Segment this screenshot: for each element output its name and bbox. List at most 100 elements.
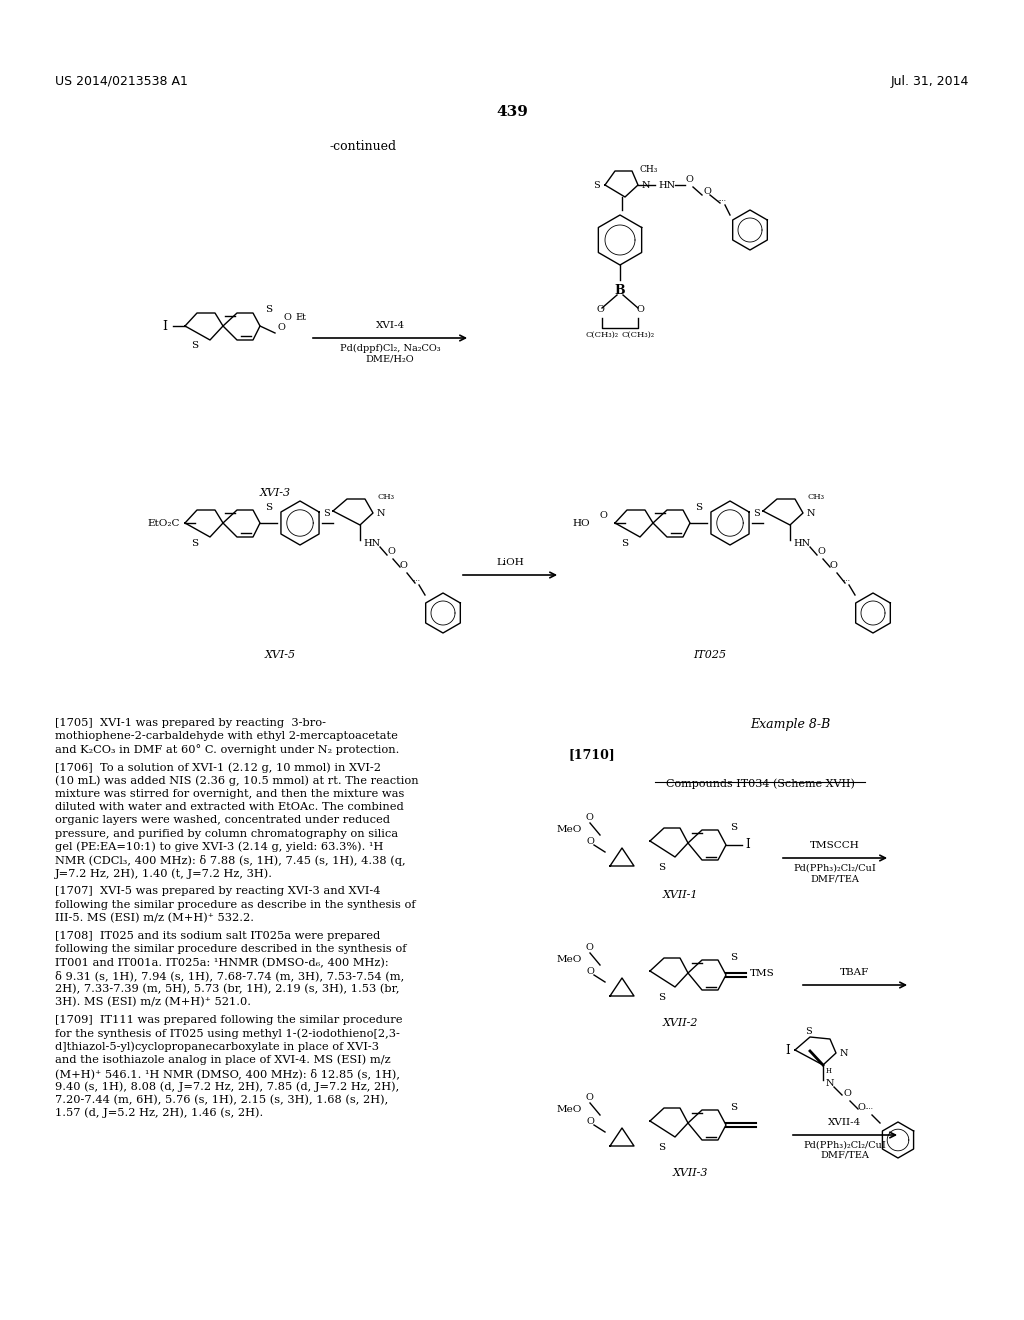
Text: N: N xyxy=(826,1078,835,1088)
Text: HO: HO xyxy=(572,519,590,528)
Text: O: O xyxy=(599,511,607,520)
Text: O: O xyxy=(686,176,694,185)
Text: O: O xyxy=(830,561,838,569)
Text: following the similar procedure as describe in the synthesis of: following the similar procedure as descr… xyxy=(55,900,416,909)
Text: CH₃: CH₃ xyxy=(640,165,658,173)
Text: XVII-4: XVII-4 xyxy=(828,1118,861,1127)
Text: (M+H)⁺ 546.1. ¹H NMR (DMSO, 400 MHz): δ 12.85 (s, 1H),: (M+H)⁺ 546.1. ¹H NMR (DMSO, 400 MHz): δ … xyxy=(55,1068,400,1078)
Text: XVII-3: XVII-3 xyxy=(672,1168,708,1177)
Text: O: O xyxy=(596,305,604,314)
Text: O: O xyxy=(387,546,395,556)
Text: TBAF: TBAF xyxy=(841,968,869,977)
Text: III-5. MS (ESI) m/z (M+H)⁺ 532.2.: III-5. MS (ESI) m/z (M+H)⁺ 532.2. xyxy=(55,913,254,923)
Text: [1710]: [1710] xyxy=(568,748,614,762)
Text: Pd(PPh₃)₂Cl₂/CuI: Pd(PPh₃)₂Cl₂/CuI xyxy=(794,865,877,873)
Text: S: S xyxy=(191,539,199,548)
Text: O: O xyxy=(585,1093,593,1102)
Text: O: O xyxy=(585,944,593,953)
Text: O: O xyxy=(586,1118,594,1126)
Text: Pd(dppf)Cl₂, Na₂CO₃: Pd(dppf)Cl₂, Na₂CO₃ xyxy=(340,345,440,354)
Text: XVI-4: XVI-4 xyxy=(376,321,404,330)
Text: TMS: TMS xyxy=(750,969,775,978)
Text: O: O xyxy=(844,1089,852,1097)
Text: ....: .... xyxy=(864,1104,873,1111)
Text: S: S xyxy=(593,181,600,190)
Text: O: O xyxy=(586,837,594,846)
Text: organic layers were washed, concentrated under reduced: organic layers were washed, concentrated… xyxy=(55,816,390,825)
Text: [1706]  To a solution of XVI-1 (2.12 g, 10 mmol) in XVI-2: [1706] To a solution of XVI-1 (2.12 g, 1… xyxy=(55,763,381,774)
Text: DMF/TEA: DMF/TEA xyxy=(811,874,859,883)
Text: -continued: -continued xyxy=(330,140,397,153)
Text: O: O xyxy=(400,561,408,569)
Text: DMF/TEA: DMF/TEA xyxy=(820,1151,869,1160)
Text: N: N xyxy=(807,508,815,517)
Text: S: S xyxy=(658,993,666,1002)
Text: ....: .... xyxy=(717,195,726,203)
Text: S: S xyxy=(730,953,737,961)
Text: Compounds IT034 (Scheme XVII): Compounds IT034 (Scheme XVII) xyxy=(666,777,854,788)
Text: S: S xyxy=(730,1102,737,1111)
Text: [1705]  XVI-1 was prepared by reacting  3-bro-: [1705] XVI-1 was prepared by reacting 3-… xyxy=(55,718,326,729)
Text: mixture was stirred for overnight, and then the mixture was: mixture was stirred for overnight, and t… xyxy=(55,789,404,799)
Text: [1709]  IT111 was prepared following the similar procedure: [1709] IT111 was prepared following the … xyxy=(55,1015,402,1026)
Text: (10 mL) was added NIS (2.36 g, 10.5 mmol) at rt. The reaction: (10 mL) was added NIS (2.36 g, 10.5 mmol… xyxy=(55,776,419,787)
Text: S: S xyxy=(658,1143,666,1151)
Text: diluted with water and extracted with EtOAc. The combined: diluted with water and extracted with Et… xyxy=(55,803,403,812)
Text: S: S xyxy=(754,508,760,517)
Text: O: O xyxy=(586,968,594,977)
Text: MeO: MeO xyxy=(557,956,582,965)
Text: N: N xyxy=(377,508,385,517)
Text: S: S xyxy=(805,1027,811,1036)
Text: S: S xyxy=(265,305,272,314)
Text: Jul. 31, 2014: Jul. 31, 2014 xyxy=(891,75,969,88)
Text: C(CH₃)₂: C(CH₃)₂ xyxy=(622,331,654,339)
Text: TMSCCH: TMSCCH xyxy=(810,841,860,850)
Text: S: S xyxy=(658,862,666,871)
Text: for the synthesis of IT025 using methyl 1-(2-iodothieno[2,3-: for the synthesis of IT025 using methyl … xyxy=(55,1028,400,1039)
Text: and the isothiazole analog in place of XVI-4. MS (ESI) m/z: and the isothiazole analog in place of X… xyxy=(55,1055,390,1065)
Text: IT025: IT025 xyxy=(693,649,727,660)
Text: δ 9.31 (s, 1H), 7.94 (s, 1H), 7.68-7.74 (m, 3H), 7.53-7.54 (m,: δ 9.31 (s, 1H), 7.94 (s, 1H), 7.68-7.74 … xyxy=(55,970,404,981)
Text: XVI-3: XVI-3 xyxy=(259,488,291,498)
Text: S: S xyxy=(622,539,629,548)
Text: Example 8-B: Example 8-B xyxy=(750,718,830,731)
Text: MeO: MeO xyxy=(557,1106,582,1114)
Text: 7.20-7.44 (m, 6H), 5.76 (s, 1H), 2.15 (s, 3H), 1.68 (s, 2H),: 7.20-7.44 (m, 6H), 5.76 (s, 1H), 2.15 (s… xyxy=(55,1094,388,1105)
Text: following the similar procedure described in the synthesis of: following the similar procedure describe… xyxy=(55,944,407,954)
Text: mothiophene-2-carbaldehyde with ethyl 2-mercaptoacetate: mothiophene-2-carbaldehyde with ethyl 2-… xyxy=(55,731,398,742)
Text: 9.40 (s, 1H), 8.08 (d, J=7.2 Hz, 2H), 7.85 (d, J=7.2 Hz, 2H),: 9.40 (s, 1H), 8.08 (d, J=7.2 Hz, 2H), 7.… xyxy=(55,1081,399,1092)
Text: N: N xyxy=(642,181,650,190)
Text: H: H xyxy=(826,1067,831,1074)
Text: HN: HN xyxy=(362,539,380,548)
Text: O: O xyxy=(283,314,291,322)
Text: I: I xyxy=(745,838,750,851)
Text: 1.57 (d, J=5.2 Hz, 2H), 1.46 (s, 2H).: 1.57 (d, J=5.2 Hz, 2H), 1.46 (s, 2H). xyxy=(55,1107,263,1118)
Text: O: O xyxy=(817,546,825,556)
Text: LiOH: LiOH xyxy=(496,558,524,568)
Text: pressure, and purified by column chromatography on silica: pressure, and purified by column chromat… xyxy=(55,829,398,838)
Text: and K₂CO₃ in DMF at 60° C. overnight under N₂ protection.: and K₂CO₃ in DMF at 60° C. overnight und… xyxy=(55,744,399,755)
Text: HN: HN xyxy=(793,539,810,548)
Text: Pd(PPh₃)₂Cl₂/CuI: Pd(PPh₃)₂Cl₂/CuI xyxy=(804,1140,887,1150)
Text: IT001 and IT001a. IT025a: ¹HNMR (DMSO-d₆, 400 MHz):: IT001 and IT001a. IT025a: ¹HNMR (DMSO-d₆… xyxy=(55,957,389,968)
Text: S: S xyxy=(695,503,702,511)
Text: [1707]  XVI-5 was prepared by reacting XVI-3 and XVI-4: [1707] XVI-5 was prepared by reacting XV… xyxy=(55,887,381,896)
Text: ....: .... xyxy=(411,576,420,583)
Text: 439: 439 xyxy=(496,106,528,119)
Text: O: O xyxy=(278,323,285,333)
Text: J=7.2 Hz, 2H), 1.40 (t, J=7.2 Hz, 3H).: J=7.2 Hz, 2H), 1.40 (t, J=7.2 Hz, 3H). xyxy=(55,869,273,879)
Text: 3H). MS (ESI) m/z (M+H)⁺ 521.0.: 3H). MS (ESI) m/z (M+H)⁺ 521.0. xyxy=(55,997,251,1007)
Text: O: O xyxy=(585,813,593,822)
Text: US 2014/0213538 A1: US 2014/0213538 A1 xyxy=(55,75,187,88)
Text: O: O xyxy=(858,1102,866,1111)
Text: gel (PE:EA=10:1) to give XVI-3 (2.14 g, yield: 63.3%). ¹H: gel (PE:EA=10:1) to give XVI-3 (2.14 g, … xyxy=(55,842,383,853)
Text: S: S xyxy=(324,508,330,517)
Text: B: B xyxy=(614,284,626,297)
Text: 2H), 7.33-7.39 (m, 5H), 5.73 (br, 1H), 2.19 (s, 3H), 1.53 (br,: 2H), 7.33-7.39 (m, 5H), 5.73 (br, 1H), 2… xyxy=(55,983,399,994)
Text: XVI-5: XVI-5 xyxy=(264,649,296,660)
Text: ....: .... xyxy=(841,576,850,583)
Text: I: I xyxy=(163,319,168,333)
Text: S: S xyxy=(730,822,737,832)
Text: NMR (CDCl₃, 400 MHz): δ 7.88 (s, 1H), 7.45 (s, 1H), 4.38 (q,: NMR (CDCl₃, 400 MHz): δ 7.88 (s, 1H), 7.… xyxy=(55,855,406,866)
Text: O: O xyxy=(703,186,711,195)
